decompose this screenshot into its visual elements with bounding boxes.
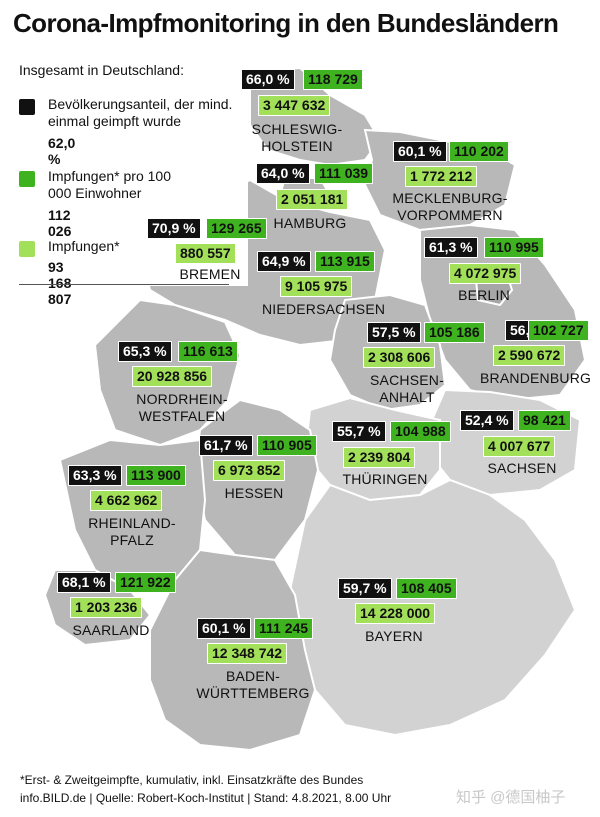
page-title: Corona-Impfmonitoring in den Bundeslände…	[13, 8, 559, 38]
total-badge: 2 051 181	[276, 189, 349, 210]
state-name: SAARLAND	[72, 622, 150, 638]
state-name: BERLIN	[458, 287, 510, 303]
per100k-badge: 118 729	[303, 69, 363, 90]
state-name: BREMEN	[179, 266, 241, 282]
total-badge: 880 557	[175, 243, 236, 264]
per100k-badge: 111 245	[254, 618, 314, 639]
total-badge: 4 072 975	[449, 263, 522, 284]
state-name: THÜRINGEN	[342, 471, 428, 487]
state-name: SACHSEN- ANHALT	[370, 372, 444, 405]
total-badge: 1 772 212	[405, 166, 478, 187]
share-badge: 66,0 %	[241, 69, 295, 90]
per100k-badge: 121 922	[115, 572, 176, 593]
per100k-badge: 102 727	[528, 320, 589, 341]
total-badge: 2 308 606	[363, 347, 436, 368]
footnote: *Erst- & Zweitgeimpfte, kumulativ, inkl.…	[20, 773, 364, 787]
legend-swatch-black	[19, 99, 35, 115]
state-name: NORDRHEIN- WESTFALEN	[136, 391, 228, 424]
state-name: RHEINLAND- PFALZ	[88, 515, 176, 548]
state-name: BAYERN	[365, 628, 423, 644]
share-badge: 61,3 %	[424, 237, 478, 258]
legend-swatch-green	[19, 171, 35, 187]
per100k-badge: 104 988	[390, 421, 451, 442]
total-badge: 3 447 632	[258, 95, 331, 116]
per100k-badge: 110 995	[484, 237, 544, 258]
state-name: MECKLENBURG- VORPOMMERN	[392, 190, 508, 223]
legend-heading: Insgesamt in Deutschland:	[19, 62, 184, 78]
state-name: NIEDERSACHSEN	[262, 301, 386, 317]
share-badge: 55,7 %	[332, 421, 386, 442]
share-badge: 61,7 %	[199, 435, 253, 456]
total-badge: 9 105 975	[280, 276, 353, 297]
share-badge: 70,9 %	[147, 218, 201, 239]
share-badge: 65,3 %	[118, 341, 172, 362]
total-badge: 12 348 742	[207, 643, 288, 664]
total-badge: 6 973 852	[213, 460, 286, 481]
per100k-badge: 116 613	[178, 341, 238, 362]
share-badge: 52,4 %	[460, 410, 514, 431]
per100k-badge: 105 186	[424, 322, 485, 343]
state-name: BADEN- WÜRTTEMBERG	[196, 668, 310, 701]
total-badge: 4 662 962	[90, 490, 163, 511]
state-name: SACHSEN	[487, 460, 557, 476]
share-badge: 64,0 %	[256, 163, 310, 184]
per100k-badge: 110 905	[257, 435, 317, 456]
total-badge: 1 203 236	[70, 597, 143, 618]
source-line: info.BILD.de | Quelle: Robert-Koch-Insti…	[20, 791, 392, 805]
share-badge: 63,3 %	[68, 465, 122, 486]
share-badge: 59,7 %	[338, 578, 392, 599]
per100k-badge: 98 421	[518, 410, 571, 431]
share-badge: 60,1 %	[197, 618, 251, 639]
legend-value: 112 026	[48, 207, 72, 239]
total-badge: 2 590 672	[493, 345, 566, 366]
per100k-badge: 113 900	[126, 465, 186, 486]
state-name: SCHLESWIG- HOLSTEIN	[251, 121, 343, 154]
per100k-badge: 110 202	[449, 141, 509, 162]
state-name: HESSEN	[224, 485, 284, 501]
total-badge: 4 007 677	[483, 436, 556, 457]
state-name: BRANDENBURG	[480, 370, 592, 386]
state-name: HAMBURG	[273, 215, 347, 231]
total-badge: 14 228 000	[355, 603, 436, 624]
legend-swatch-lightgreen	[19, 241, 35, 257]
total-badge: 20 928 856	[132, 366, 213, 387]
share-badge: 64,9 %	[257, 251, 311, 272]
per100k-badge: 111 039	[314, 163, 374, 184]
per100k-badge: 108 405	[396, 578, 457, 599]
share-badge: 60,1 %	[393, 141, 447, 162]
legend-label: Bevölkerungsanteil, der mind. einmal gei…	[48, 96, 233, 129]
total-badge: 2 239 804	[343, 447, 416, 468]
legend-label: Impfungen*	[48, 238, 120, 254]
per100k-badge: 129 265	[206, 218, 267, 239]
share-badge: 57,5 %	[367, 322, 421, 343]
legend-divider	[19, 284, 229, 285]
per100k-badge: 113 915	[315, 251, 375, 272]
legend-value: 93 168 807	[48, 259, 72, 307]
legend-value: 62,0 %	[48, 135, 76, 167]
legend-label: Impfungen* pro 100 000 Einwohner	[48, 168, 171, 201]
share-badge: 68,1 %	[57, 572, 111, 593]
watermark: 知乎 @德国柚子	[456, 789, 566, 806]
